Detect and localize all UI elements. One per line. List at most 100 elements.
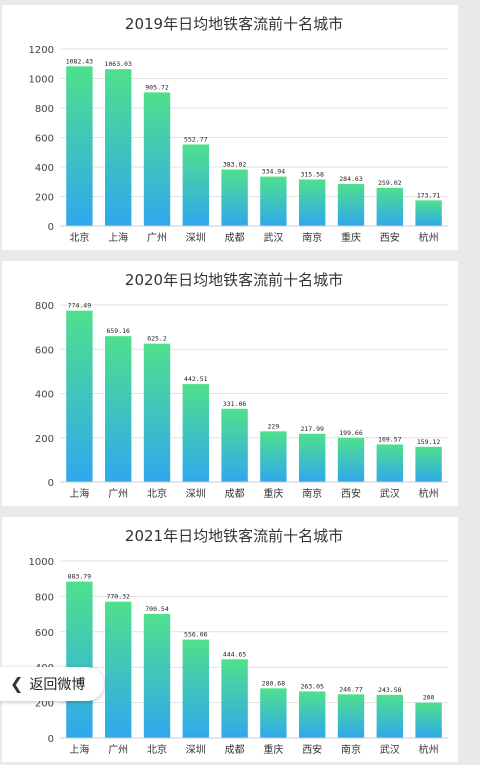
bar <box>299 433 326 482</box>
data-label: 442.51 <box>184 375 208 383</box>
bar <box>182 384 209 482</box>
chart-title: 2020年日均地铁客流前十名城市 <box>125 271 343 289</box>
x-tick-label: 南京 <box>341 743 361 756</box>
y-tick-label: 600 <box>35 134 54 145</box>
bar <box>143 343 171 482</box>
bar <box>376 694 403 738</box>
data-label: 169.57 <box>378 435 402 443</box>
bar <box>376 187 403 226</box>
y-tick-label: 800 <box>35 104 54 115</box>
x-tick-label: 重庆 <box>263 487 283 500</box>
data-label: 700.54 <box>145 605 169 613</box>
data-label: 200 <box>423 694 435 702</box>
data-label: 243.58 <box>378 686 402 694</box>
bar <box>143 614 171 738</box>
x-tick-label: 成都 <box>225 488 245 500</box>
data-label: 246.77 <box>339 685 363 693</box>
bar <box>182 144 209 226</box>
y-tick-label: 1200 <box>29 45 54 56</box>
x-tick-label: 南京 <box>302 487 322 500</box>
y-tick-label: 800 <box>35 301 54 312</box>
chart-panel-2019: 2019年日均地铁客流前十名城市 0 200 400 600 800 1000 1200 108… <box>2 5 458 250</box>
bar <box>182 639 209 738</box>
bar <box>337 437 365 482</box>
data-label: 659.16 <box>106 327 130 335</box>
data-label: 315.58 <box>300 170 324 178</box>
bar <box>260 431 287 482</box>
x-tick-label: 深圳 <box>186 744 206 756</box>
bar <box>337 694 365 738</box>
bar <box>260 688 287 738</box>
bar <box>143 92 171 226</box>
x-tick-label: 西安 <box>302 743 322 756</box>
data-label: 280.68 <box>262 679 286 687</box>
data-label: 552.77 <box>184 135 208 143</box>
x-tick-label: 武汉 <box>380 743 400 756</box>
data-label: 331.06 <box>223 400 247 408</box>
bar <box>337 184 365 226</box>
bar <box>299 691 326 738</box>
bar <box>105 601 132 738</box>
x-tick-label: 武汉 <box>380 487 400 500</box>
x-tick-label: 武汉 <box>263 231 283 244</box>
data-label: 173.71 <box>417 191 441 199</box>
bar <box>105 69 132 227</box>
y-tick-label: 1000 <box>29 557 54 568</box>
x-tick-label: 杭州 <box>419 231 439 244</box>
bar <box>415 200 442 226</box>
y-tick-label: 600 <box>35 345 54 356</box>
bar <box>299 179 326 226</box>
data-label: 883.79 <box>68 573 92 581</box>
bar <box>66 581 93 738</box>
data-label: 625.2 <box>147 335 167 343</box>
y-tick-label: 0 <box>48 478 54 489</box>
x-tick-label: 上海 <box>108 231 128 244</box>
bar <box>376 444 403 482</box>
data-label: 284.63 <box>339 175 363 183</box>
back-button-label: 返回微博 <box>29 677 86 693</box>
data-label: 774.49 <box>68 302 92 310</box>
data-label: 199.66 <box>339 429 363 437</box>
bar <box>415 702 442 738</box>
data-label: 229 <box>268 422 280 430</box>
y-tick-label: 200 <box>35 193 54 204</box>
x-tick-label: 北京 <box>69 231 89 244</box>
y-tick-label: 0 <box>48 734 54 745</box>
chart-svg-2020: 2020年日均地铁客流前十名城市 0 200 400 600 800 774.49 上海 659… <box>35 271 448 500</box>
chart-panel-2020: 2020年日均地铁客流前十名城市 0 200 400 600 800 774.49 上海 659… <box>2 261 458 506</box>
bar <box>221 408 248 482</box>
y-tick-label: 800 <box>35 592 54 603</box>
bar <box>221 659 248 738</box>
x-tick-label: 上海 <box>69 487 89 500</box>
chart-panel-2021: 2021年日均地铁客流前十名城市02004006008001000883.79上… <box>2 517 458 762</box>
x-tick-label: 成都 <box>225 744 245 756</box>
y-tick-label: 0 <box>48 222 54 233</box>
data-label: 159.12 <box>417 438 441 446</box>
y-tick-label: 400 <box>35 163 54 174</box>
data-label: 770.32 <box>106 593 130 601</box>
data-label: 334.94 <box>262 168 286 176</box>
x-tick-label: 杭州 <box>419 487 439 500</box>
chevron-left-icon: ❮ <box>10 674 24 693</box>
data-label: 263.05 <box>300 682 324 690</box>
data-label: 217.99 <box>300 425 324 433</box>
y-tick-label: 1000 <box>29 75 54 86</box>
bar <box>105 336 132 482</box>
x-tick-label: 成都 <box>225 232 245 244</box>
chart-svg-2019: 2019年日均地铁客流前十名城市 0 200 400 600 800 1000 1200 108… <box>29 15 448 244</box>
y-tick-label: 200 <box>35 434 54 445</box>
x-tick-label: 西安 <box>341 487 361 500</box>
x-tick-label: 上海 <box>69 743 89 756</box>
data-label: 1082.43 <box>66 57 93 65</box>
y-tick-label: 200 <box>35 699 54 710</box>
back-to-weibo-button[interactable]: ❮ 返回微博 <box>0 667 104 701</box>
chart-svg-2021: 2021年日均地铁客流前十名城市02004006008001000883.79上… <box>29 527 448 756</box>
x-tick-label: 重庆 <box>341 231 361 244</box>
data-label: 444.65 <box>223 650 247 658</box>
chart-title: 2019年日均地铁客流前十名城市 <box>125 15 343 33</box>
x-tick-label: 广州 <box>147 232 167 244</box>
y-tick-label: 400 <box>35 390 54 401</box>
chart-title: 2021年日均地铁客流前十名城市 <box>125 527 343 545</box>
x-tick-label: 北京 <box>147 743 167 756</box>
y-tick-label: 600 <box>35 628 54 639</box>
